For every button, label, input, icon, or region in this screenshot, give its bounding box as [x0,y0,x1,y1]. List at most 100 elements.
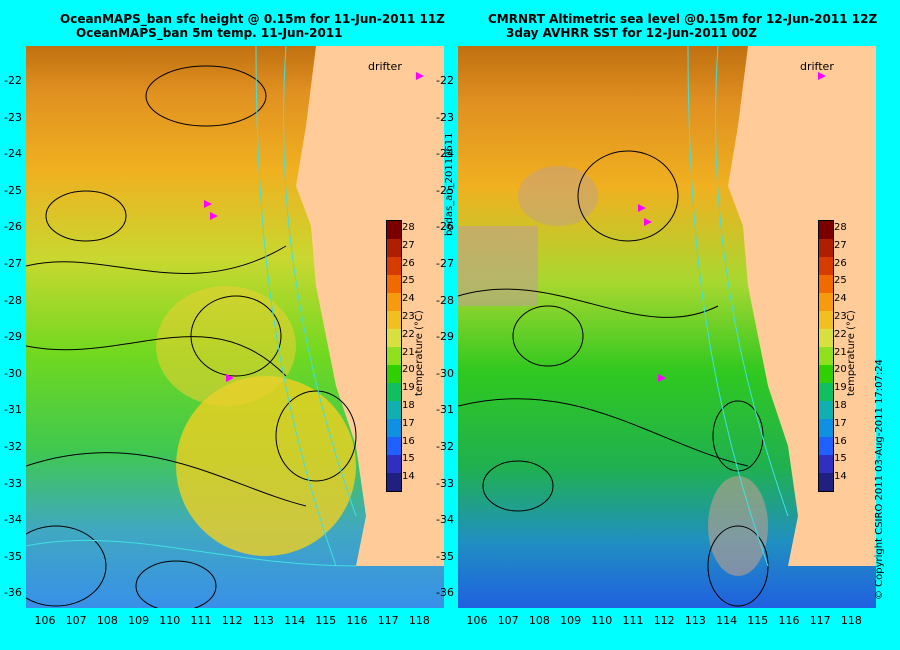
lat-tick-label: -36 [436,586,454,600]
lat-tick-label: -34 [4,513,22,527]
colorbar-tick-label: 20 [402,364,415,376]
lat-tick-label: -22 [436,74,454,87]
left-drifter-marker-icon [204,200,212,208]
colorbar-tick-label: 14 [402,471,415,483]
lat-tick-label: -35 [4,549,22,563]
lon-tick-label: 112 [653,614,675,627]
lat-tick-label: -29 [4,330,22,344]
lon-tick-label: 108 [96,614,118,627]
lon-tick-label: 118 [840,614,862,627]
right-drifter-arrow-icon [818,72,826,80]
colorbar-tick-label: 18 [834,400,847,411]
lat-tick-label: -28 [436,293,454,307]
lat-tick-label: -33 [436,476,454,490]
lat-tick-label: -23 [436,110,454,124]
colorbar-tick-label: 17 [402,417,415,429]
colorbar-tick-label: 21 [402,346,415,358]
right-map-panel [458,46,876,608]
colorbar-tick-label: 25 [402,275,415,287]
left-drifter-arrow-icon [416,72,424,80]
left-drifter-marker-icon [210,212,218,220]
lon-tick-label: 109 [128,614,150,627]
colorbar-tick-label: 20 [834,364,847,376]
lat-tick-label: -24 [436,147,454,161]
colorbar-tick-label: 28 [834,222,847,233]
lon-tick-label: 110 [591,614,613,627]
colorbar-tick-label: 27 [402,239,415,251]
lon-tick-label: 109 [560,614,582,627]
lat-tick-label: -34 [436,513,454,527]
lat-tick-label: -30 [436,366,454,380]
lon-tick-label: 106 [466,614,488,627]
lat-tick-label: -26 [436,220,454,234]
colorbar-tick-label: 19 [402,382,415,394]
colorbar-tick-label: 14 [834,471,847,483]
left-map-panel [26,46,444,608]
left-map-graphic [26,46,444,608]
colorbar-tick-label: 21 [834,346,847,358]
lon-tick-label: 117 [809,614,831,627]
source-id-text: bodas_an_20110611 [444,132,455,236]
lat-tick-label: -26 [4,220,22,234]
colorbar-tick-label: 15 [834,453,847,465]
lat-tick-label: -36 [4,586,22,600]
lat-tick-label: -31 [436,403,454,417]
lon-tick-label: 108 [528,614,550,627]
lon-tick-label: 115 [315,614,337,627]
lat-tick-label: -32 [436,440,454,453]
right-colorbar [818,220,834,492]
lon-tick-label: 118 [408,614,430,627]
colorbar-tick-label: 27 [834,239,847,251]
lat-tick-label: -28 [4,293,22,307]
colorbar-tick-label: 24 [402,293,415,305]
right-drifter-marker-icon [644,218,652,226]
right-drifter-label: drifter [800,60,834,73]
lon-tick-label: 111 [622,614,644,627]
lat-tick-label: -25 [436,183,454,197]
left-colorbar-label: temperature (°C) [414,310,425,396]
colorbar-tick-label: 23 [834,311,847,322]
left-drifter-label: drifter [368,60,402,73]
lon-tick-label: 114 [284,614,306,627]
colorbar-tick-label: 24 [834,293,847,305]
colorbar-tick-label: 18 [402,400,415,411]
colorbar-tick-label: 22 [402,328,415,340]
lat-tick-label: -29 [436,330,454,344]
lon-tick-label: 111 [190,614,212,627]
lat-tick-label: -35 [436,549,454,563]
colorbar-tick-label: 22 [834,328,847,340]
lat-tick-label: -27 [436,257,454,270]
lon-tick-label: 113 [684,614,706,627]
colorbar-tick-label: 26 [834,257,847,269]
colorbar-tick-label: 19 [834,382,847,394]
left-title-line2: OceanMAPS_ban 5m temp. 11-Jun-2011 [76,26,343,40]
colorbar-tick-label: 26 [402,257,415,269]
lat-tick-label: -22 [4,74,22,87]
left-drifter-marker-icon [226,374,234,382]
lon-tick-label: 114 [716,614,738,627]
lat-tick-label: -32 [4,440,22,453]
lon-tick-label: 115 [747,614,769,627]
lat-tick-label: -25 [4,183,22,197]
lon-tick-label: 107 [65,614,87,627]
lon-tick-label: 106 [34,614,56,627]
lon-tick-label: 113 [252,614,274,627]
left-title-line1: OceanMAPS_ban sfc height @ 0.15m for 11-… [60,12,445,26]
colorbar-tick-label: 25 [834,275,847,287]
colorbar-tick-label: 28 [402,222,415,233]
copyright-text: © Copyright CSIRO 2011 03-Aug-2011 17:07… [874,359,885,600]
lon-tick-label: 117 [377,614,399,627]
lon-tick-label: 107 [497,614,519,627]
lat-tick-label: -24 [4,147,22,161]
right-drifter-marker-icon [658,374,666,382]
lat-tick-label: -23 [4,110,22,124]
lon-tick-label: 110 [159,614,181,627]
colorbar-tick-label: 16 [402,435,415,447]
left-colorbar [386,220,402,492]
lat-tick-label: -30 [4,366,22,380]
right-title-line1: CMRNRT Altimetric sea level @0.15m for 1… [488,12,878,26]
right-title-line2: 3day AVHRR SST for 12-Jun-2011 00Z [506,26,757,40]
colorbar-tick-label: 15 [402,453,415,465]
right-colorbar-label: temperature (°C) [846,310,857,396]
right-drifter-marker-icon [638,204,646,212]
